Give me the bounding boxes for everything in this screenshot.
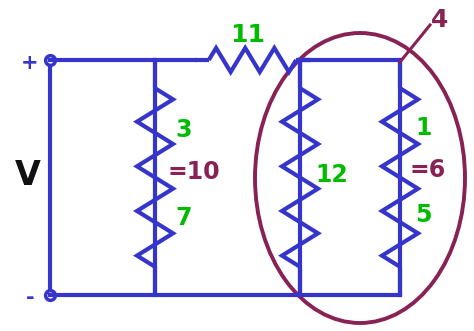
Text: =6: =6 <box>410 158 446 182</box>
Text: =10: =10 <box>168 160 220 184</box>
Text: 4: 4 <box>431 8 449 32</box>
Text: +: + <box>21 53 39 73</box>
Text: 1: 1 <box>415 116 431 140</box>
Text: 7: 7 <box>175 206 191 230</box>
Text: V: V <box>15 159 41 192</box>
Text: 11: 11 <box>230 23 265 47</box>
Text: -: - <box>26 288 34 308</box>
Text: 5: 5 <box>415 203 431 227</box>
Text: 3: 3 <box>175 118 191 142</box>
Text: 12: 12 <box>315 163 348 187</box>
